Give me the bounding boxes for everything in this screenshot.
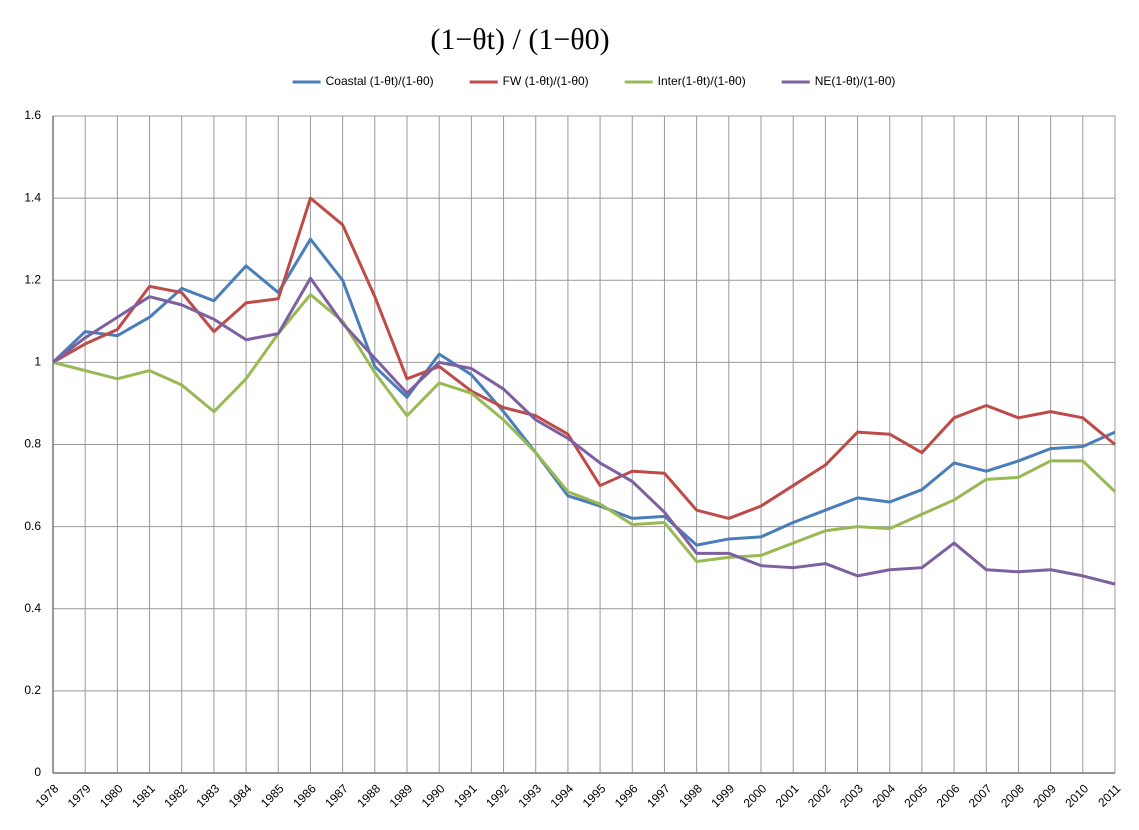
y-tick-label: 0.2 <box>24 683 41 697</box>
chart-title: (1−θt) / (1−θ0) <box>430 23 609 56</box>
legend: Coastal (1-θt)/(1-θ0) FW (1-θt)/(1-θ0) Int… <box>292 74 896 88</box>
line-series <box>51 237 1116 547</box>
legend-label: FW (1-θt)/(1-θ0) <box>503 74 589 88</box>
y-tick-label: 1 <box>34 355 41 369</box>
legend-label: Inter(1-θt)/(1-θ0) <box>658 74 746 88</box>
y-tick-label: 0.4 <box>24 601 41 615</box>
y-tick-label: 1.2 <box>24 272 41 286</box>
line-series <box>52 196 1116 520</box>
legend-item: NE(1-θt)/(1-θ0) <box>781 74 896 88</box>
line-series <box>52 293 1117 564</box>
y-tick-label: 1.4 <box>24 190 41 204</box>
line-series <box>52 276 1116 586</box>
legend-label: Coastal (1-θt)/(1-θ0) <box>326 74 434 88</box>
y-tick-label: 1.6 <box>24 108 41 122</box>
legend-label: NE(1-θt)/(1-θ0) <box>815 74 896 88</box>
y-tick-label: 0.6 <box>24 519 41 533</box>
legend-item: Coastal (1-θt)/(1-θ0) <box>292 74 434 88</box>
y-tick-label: 0.8 <box>24 437 41 451</box>
legend-item: Inter(1-θt)/(1-θ0) <box>624 74 746 88</box>
y-tick-label: 0 <box>34 765 41 779</box>
legend-item: FW (1-θt)/(1-θ0) <box>469 74 589 88</box>
